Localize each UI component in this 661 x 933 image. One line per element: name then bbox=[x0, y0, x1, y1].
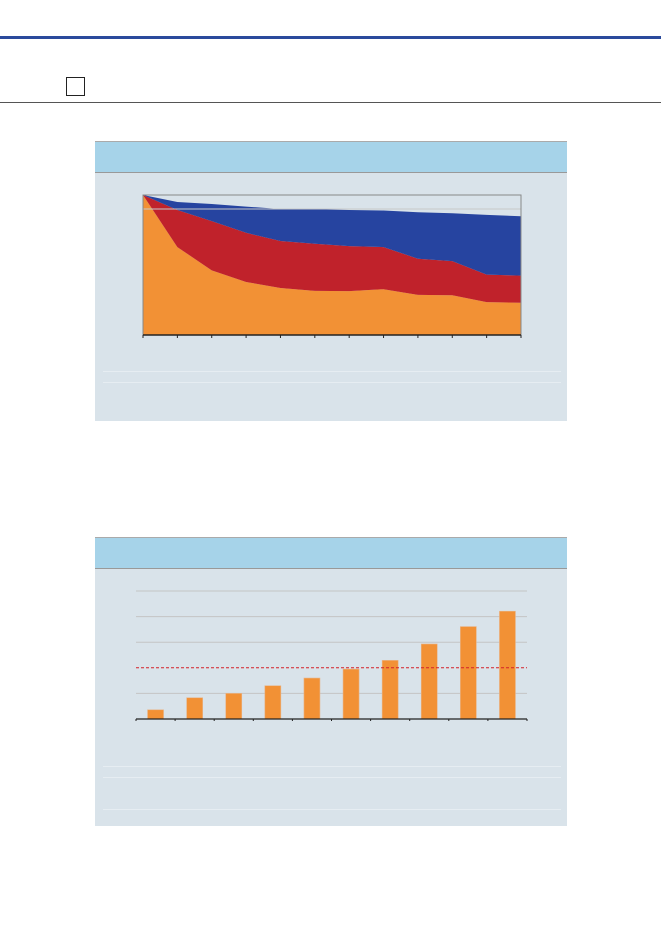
bar bbox=[303, 677, 321, 720]
footer-line bbox=[103, 809, 561, 810]
footer-line bbox=[103, 777, 561, 778]
bar bbox=[264, 685, 282, 720]
bar bbox=[381, 660, 399, 720]
divider bbox=[0, 102, 661, 103]
bar bbox=[225, 693, 243, 720]
area-series-3 bbox=[143, 195, 521, 276]
bar-chart bbox=[135, 590, 528, 721]
area-series-2 bbox=[143, 195, 521, 303]
footer-line bbox=[103, 766, 561, 767]
section-box bbox=[66, 77, 85, 96]
bar bbox=[147, 709, 164, 720]
chart-panel-1 bbox=[95, 141, 567, 421]
area-chart bbox=[142, 194, 522, 338]
bar bbox=[186, 697, 203, 720]
chart-2-header bbox=[95, 537, 567, 569]
bar bbox=[460, 626, 477, 720]
header-rule bbox=[0, 36, 661, 39]
chart-panel-2 bbox=[95, 537, 567, 826]
area-series-1 bbox=[143, 195, 521, 335]
footer-line bbox=[103, 371, 561, 372]
chart-1-header bbox=[95, 141, 567, 173]
bar bbox=[342, 668, 360, 720]
bar bbox=[420, 643, 438, 720]
bar bbox=[499, 610, 516, 720]
footer-line bbox=[103, 382, 561, 383]
